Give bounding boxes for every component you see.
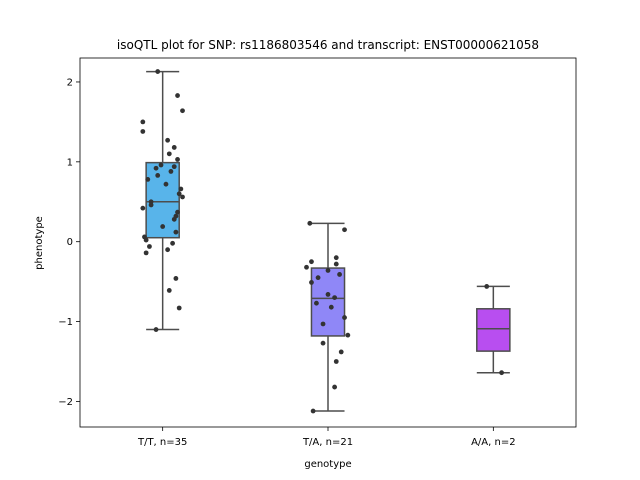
y-axis-label: phenotype bbox=[34, 216, 45, 270]
data-point bbox=[320, 321, 326, 327]
box-group-2 bbox=[476, 285, 511, 374]
data-point bbox=[310, 408, 316, 414]
data-point bbox=[171, 216, 177, 222]
data-point bbox=[338, 349, 344, 355]
data-point bbox=[325, 268, 331, 273]
data-point bbox=[155, 69, 161, 74]
data-point bbox=[143, 237, 149, 243]
data-point bbox=[170, 240, 175, 246]
data-point bbox=[175, 209, 180, 215]
data-point bbox=[166, 151, 172, 157]
data-point bbox=[332, 295, 338, 301]
data-point bbox=[309, 280, 314, 285]
y-tick-label: −1 bbox=[58, 317, 73, 328]
data-point bbox=[173, 229, 179, 235]
data-point bbox=[342, 227, 347, 233]
data-point bbox=[140, 129, 146, 134]
data-point bbox=[140, 119, 146, 125]
points-group-1 bbox=[304, 220, 351, 414]
data-point bbox=[175, 93, 180, 98]
data-point bbox=[333, 359, 339, 364]
data-point bbox=[171, 164, 177, 170]
data-point bbox=[178, 186, 184, 192]
data-point bbox=[320, 340, 326, 346]
data-point bbox=[145, 177, 151, 182]
data-point bbox=[332, 384, 338, 390]
data-point bbox=[165, 247, 171, 253]
data-point bbox=[180, 194, 185, 200]
x-tick-label: A/A, n=2 bbox=[471, 437, 516, 448]
data-point bbox=[153, 327, 159, 332]
points-group-0 bbox=[140, 69, 185, 332]
x-tick-label: T/A, n=21 bbox=[302, 437, 353, 448]
data-point bbox=[168, 169, 174, 174]
y-tick-label: 0 bbox=[67, 237, 73, 248]
data-point bbox=[304, 264, 309, 270]
data-point bbox=[328, 304, 334, 310]
data-point bbox=[166, 288, 172, 293]
data-point bbox=[309, 259, 314, 265]
data-point bbox=[175, 157, 180, 162]
data-point bbox=[155, 173, 161, 178]
data-point bbox=[153, 165, 159, 171]
data-point bbox=[147, 244, 152, 249]
data-point bbox=[325, 292, 331, 297]
plot-area bbox=[140, 69, 511, 414]
box-group-1 bbox=[310, 222, 346, 412]
data-point bbox=[158, 162, 164, 168]
data-point bbox=[173, 276, 179, 281]
data-point bbox=[140, 205, 146, 211]
axes: −2 −1 0 1 2 T/T, n=35 T/A, n=21 A/A, n=2 bbox=[58, 77, 515, 448]
chart-title: isoQTL plot for SNP: rs1186803546 and tr… bbox=[117, 38, 539, 52]
box-2 bbox=[476, 308, 511, 352]
y-tick-label: 2 bbox=[67, 77, 73, 88]
data-point bbox=[333, 261, 339, 267]
y-tick-label: −2 bbox=[58, 397, 73, 408]
data-point bbox=[345, 332, 351, 338]
data-point bbox=[499, 370, 504, 376]
data-point bbox=[307, 220, 313, 226]
data-point bbox=[342, 315, 347, 320]
data-point bbox=[337, 272, 342, 277]
y-tick-label: 1 bbox=[67, 157, 73, 168]
data-point bbox=[314, 300, 319, 306]
data-point bbox=[315, 275, 321, 281]
data-point bbox=[180, 108, 185, 114]
data-point bbox=[165, 137, 171, 143]
data-point bbox=[160, 224, 166, 229]
data-point bbox=[143, 250, 149, 256]
points-group-2 bbox=[484, 284, 504, 376]
data-point bbox=[171, 145, 177, 150]
data-point bbox=[148, 202, 154, 208]
data-point bbox=[484, 284, 490, 289]
x-tick-label: T/T, n=35 bbox=[137, 437, 187, 448]
data-point bbox=[176, 305, 182, 311]
x-axis-label: genotype bbox=[304, 459, 351, 470]
data-point bbox=[163, 181, 169, 187]
data-point bbox=[333, 255, 339, 261]
data-point bbox=[176, 191, 182, 197]
